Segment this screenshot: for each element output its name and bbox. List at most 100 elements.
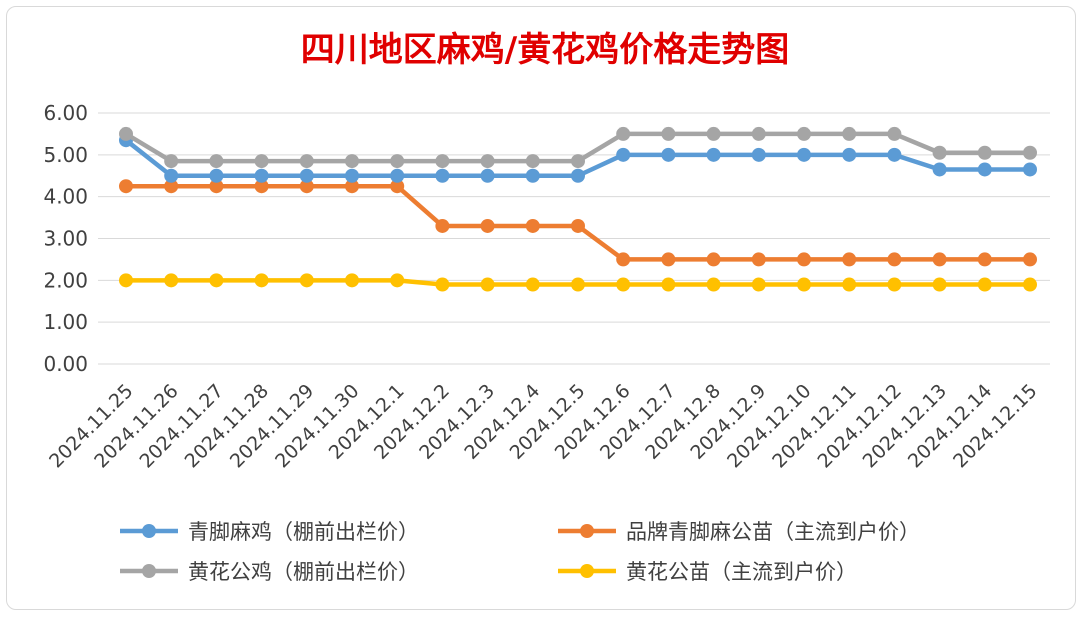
data-point	[435, 154, 450, 169]
data-point	[164, 154, 179, 169]
data-point	[119, 126, 133, 141]
data-point	[797, 277, 811, 292]
data-point	[525, 277, 540, 292]
data-point	[299, 154, 314, 169]
data-point	[932, 252, 947, 267]
y-tick-label: 1.00	[43, 310, 88, 334]
data-point	[661, 277, 676, 292]
data-point	[797, 147, 811, 162]
y-tick-label: 6.00	[43, 101, 88, 125]
data-point	[751, 252, 766, 267]
data-point	[119, 273, 133, 288]
x-axis-ticks: 2024.11.252024.11.262024.11.272024.11.28…	[45, 380, 1041, 472]
data-point	[525, 218, 540, 233]
legend-item: 黄花公苗（主流到户价）	[558, 560, 857, 584]
data-point	[254, 154, 269, 169]
data-point	[299, 168, 314, 183]
data-point	[887, 277, 902, 292]
data-point	[1023, 162, 1037, 177]
data-point	[525, 168, 540, 183]
data-point	[842, 277, 857, 292]
data-point	[616, 126, 631, 141]
legend-label: 黄花公鸡（棚前出栏价）	[188, 560, 419, 584]
y-axis-ticks: 0.00 1.00 2.00 3.00 4.00 5.00 6.00	[43, 101, 88, 376]
data-point	[616, 147, 631, 162]
y-tick-label: 2.00	[43, 268, 88, 292]
data-point	[390, 273, 405, 288]
data-point	[254, 168, 269, 183]
series-2	[119, 126, 1037, 169]
legend-swatch-marker	[580, 524, 594, 538]
data-point	[345, 273, 359, 288]
data-point	[390, 179, 405, 194]
data-point	[435, 277, 450, 292]
data-point	[977, 252, 992, 267]
data-point	[1023, 145, 1037, 160]
legend-label: 青脚麻鸡（棚前出栏价）	[188, 520, 419, 544]
grid-lines	[98, 112, 1050, 365]
data-point	[616, 252, 631, 267]
data-point	[164, 168, 179, 183]
data-point	[480, 168, 495, 183]
legend-swatch-marker	[142, 524, 156, 538]
data-point	[480, 154, 495, 169]
legend-item: 黄花公鸡（棚前出栏价）	[120, 560, 419, 584]
data-point	[209, 154, 224, 169]
y-tick-label: 3.00	[43, 227, 88, 251]
data-point	[706, 252, 721, 267]
legend-item: 品牌青脚麻公苗（主流到户价）	[558, 520, 920, 544]
data-point	[1023, 252, 1037, 267]
data-point	[616, 277, 631, 292]
data-point	[797, 252, 811, 267]
data-point	[977, 277, 992, 292]
data-point	[842, 126, 857, 141]
legend-swatch-marker	[142, 564, 156, 578]
data-point	[887, 126, 902, 141]
data-point	[706, 277, 721, 292]
data-point	[842, 147, 857, 162]
series-1	[119, 179, 1037, 267]
y-tick-label: 4.00	[43, 185, 88, 209]
data-point	[435, 168, 450, 183]
data-point	[209, 168, 224, 183]
data-point	[164, 273, 179, 288]
data-point	[254, 273, 269, 288]
data-point	[661, 147, 676, 162]
data-point	[571, 154, 585, 169]
data-point	[706, 126, 721, 141]
legend-item: 青脚麻鸡（棚前出栏价）	[120, 520, 419, 544]
data-point	[480, 218, 495, 233]
data-point	[661, 126, 676, 141]
data-point	[345, 168, 359, 183]
data-point	[1023, 277, 1037, 292]
series-3	[119, 273, 1037, 292]
data-point	[751, 126, 766, 141]
data-point	[525, 154, 540, 169]
data-point	[209, 179, 224, 194]
data-point	[390, 154, 405, 169]
chart-card	[6, 6, 1076, 610]
data-point	[164, 179, 179, 194]
data-point	[299, 179, 314, 194]
chart-title: 四川地区麻鸡/黄花鸡价格走势图	[301, 30, 789, 70]
data-point	[119, 179, 133, 194]
data-point	[887, 252, 902, 267]
data-point	[571, 218, 585, 233]
data-point	[887, 147, 902, 162]
data-point	[706, 147, 721, 162]
legend: 青脚麻鸡（棚前出栏价） 品牌青脚麻公苗（主流到户价） 黄花公鸡（棚前出栏价） 黄花公苗…	[120, 520, 920, 584]
legend-swatch-marker	[580, 564, 594, 578]
data-point	[571, 277, 585, 292]
data-point	[977, 162, 992, 177]
y-tick-label: 5.00	[43, 143, 88, 167]
data-point	[797, 126, 811, 141]
data-point	[932, 162, 947, 177]
series-lines	[119, 126, 1037, 292]
data-point	[209, 273, 224, 288]
data-point	[932, 277, 947, 292]
data-point	[571, 168, 585, 183]
data-point	[751, 277, 766, 292]
data-point	[480, 277, 495, 292]
